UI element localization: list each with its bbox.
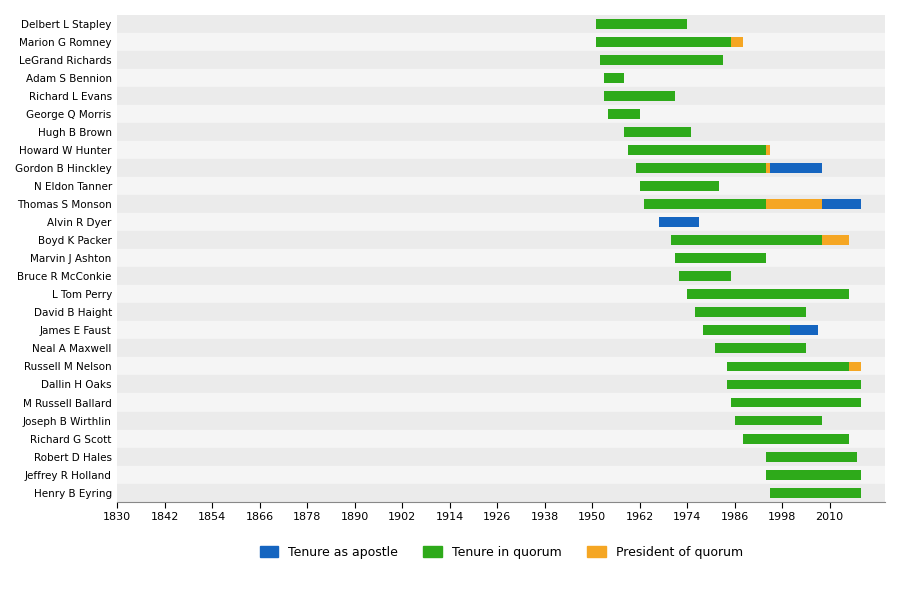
Bar [117, 466, 885, 483]
Bar [117, 141, 885, 159]
Bar [770, 488, 861, 498]
Bar [640, 181, 719, 191]
Bar [117, 448, 885, 466]
Bar [766, 145, 770, 155]
Bar [644, 199, 766, 209]
Bar [117, 429, 885, 448]
Bar [596, 37, 742, 47]
Bar [671, 236, 822, 245]
Bar [596, 19, 687, 29]
Bar [117, 159, 885, 177]
Bar [117, 51, 885, 69]
Bar [680, 271, 731, 281]
Bar [596, 19, 687, 29]
Bar [600, 55, 723, 65]
Bar [600, 55, 723, 65]
Bar [624, 127, 635, 137]
Bar [703, 325, 790, 335]
Bar [604, 73, 624, 83]
Bar [624, 127, 691, 137]
Bar [117, 231, 885, 249]
Bar [770, 488, 861, 498]
Bar [703, 325, 818, 335]
Bar [822, 199, 861, 209]
Bar [635, 163, 822, 173]
Bar [604, 91, 675, 101]
Bar [117, 357, 885, 376]
Bar [731, 397, 861, 408]
Bar [117, 268, 885, 285]
Bar [628, 145, 770, 155]
Bar [117, 177, 885, 195]
Bar [766, 199, 822, 209]
Bar [117, 195, 885, 213]
Bar [726, 379, 861, 389]
Bar [596, 37, 731, 47]
Bar [822, 236, 850, 245]
Bar [680, 271, 731, 281]
Bar [117, 303, 885, 322]
Bar [766, 163, 770, 173]
Bar [731, 37, 742, 47]
Bar [766, 470, 861, 480]
Bar [117, 376, 885, 394]
Bar [117, 105, 885, 123]
Bar [117, 285, 885, 303]
Bar [850, 362, 861, 371]
Bar [715, 344, 806, 354]
Bar [635, 163, 766, 173]
Bar [675, 253, 766, 263]
Bar [117, 87, 885, 105]
Bar [766, 451, 858, 461]
Bar [117, 411, 885, 429]
Bar [731, 397, 861, 408]
Bar [770, 163, 822, 173]
Bar [734, 416, 822, 426]
Bar [660, 217, 699, 227]
Bar [644, 199, 861, 209]
Bar [671, 236, 850, 245]
Bar [726, 362, 850, 371]
Bar [675, 253, 766, 263]
Bar [117, 213, 885, 231]
Bar [687, 290, 850, 300]
Bar [604, 73, 624, 83]
Bar [117, 394, 885, 411]
Bar [604, 91, 675, 101]
Bar [608, 109, 640, 119]
Bar [640, 181, 719, 191]
Bar [734, 416, 822, 426]
Bar [117, 33, 885, 51]
Bar [608, 109, 640, 119]
Bar [695, 308, 806, 317]
Bar [635, 127, 691, 137]
Bar [695, 308, 806, 317]
Bar [790, 325, 818, 335]
Bar [742, 434, 850, 443]
Legend: Tenure as apostle, Tenure in quorum, President of quorum: Tenure as apostle, Tenure in quorum, Pre… [260, 546, 742, 558]
Bar [715, 344, 806, 354]
Bar [628, 145, 766, 155]
Bar [117, 123, 885, 141]
Bar [117, 322, 885, 339]
Bar [117, 249, 885, 268]
Bar [742, 434, 850, 443]
Bar [766, 451, 858, 461]
Bar [117, 69, 885, 87]
Bar [726, 379, 861, 389]
Bar [766, 470, 861, 480]
Bar [117, 15, 885, 33]
Bar [117, 339, 885, 357]
Bar [687, 290, 850, 300]
Bar [726, 362, 861, 371]
Bar [117, 483, 885, 502]
